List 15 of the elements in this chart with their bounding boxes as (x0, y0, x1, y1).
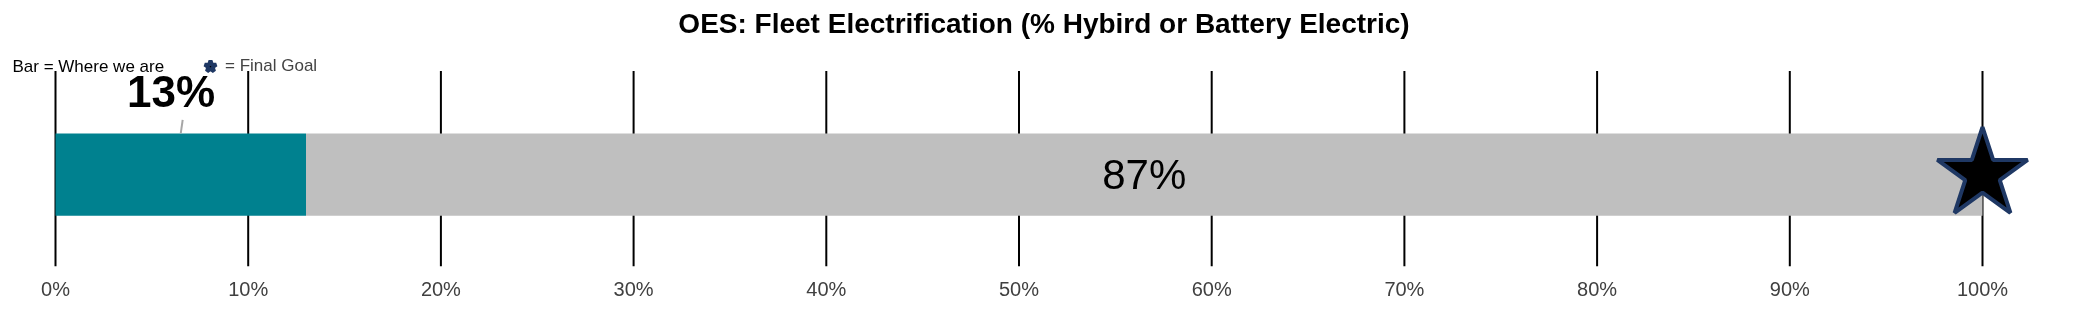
x-tick-label: 80% (1577, 277, 1618, 300)
x-tick-label: 70% (1384, 277, 1425, 300)
x-tick-label: 50% (998, 277, 1040, 300)
x-tick-label: 90% (1769, 277, 1811, 300)
x-tick-label: 40% (806, 277, 847, 300)
annotation: Bar = Where we are (12, 56, 165, 76)
x-tick-label: 30% (613, 277, 654, 300)
x-tick-label: 0% (41, 277, 71, 300)
x-tick-label: 10% (228, 277, 269, 300)
x-tick-label: 60% (1191, 277, 1232, 300)
x-tick-label: 100% (1956, 277, 2009, 300)
data-label: 87% (1102, 151, 1187, 199)
legend-label: = Final Goal (225, 56, 318, 76)
chart-title: OES: Fleet Electrification (% Hybird or Battery Electric) (678, 7, 1410, 39)
x-tick-label: 20% (420, 277, 462, 300)
